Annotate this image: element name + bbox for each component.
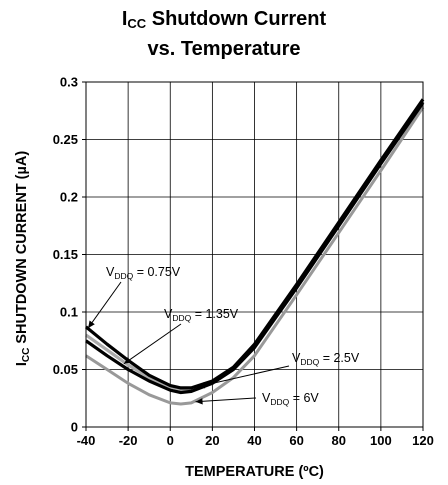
- annotation-label: VDDQ = 1.35V: [164, 307, 239, 323]
- x-tick-label: 100: [370, 433, 392, 448]
- y-axis-title-rest: SHUTDOWN CURRENT (µA): [14, 151, 30, 348]
- x-tick-label: -20: [119, 433, 138, 448]
- annotation-arrowhead: [197, 382, 206, 389]
- annotation-label: VDDQ = 6V: [262, 391, 319, 407]
- chart-title-line-1: ICC Shutdown Current: [0, 6, 448, 34]
- annotation-arrowhead: [123, 357, 132, 364]
- plot-area: [85, 81, 424, 428]
- chart-title-subscript: CC: [127, 16, 147, 31]
- y-axis-title-i: I: [14, 362, 30, 366]
- x-tick-label: -40: [77, 433, 96, 448]
- annotation-value: = 6V: [289, 391, 319, 405]
- annotation-leader: [195, 397, 257, 403]
- x-tick-label: 80: [332, 433, 346, 448]
- annotation-subscript: DDQ: [300, 357, 319, 367]
- annotation-leader: [87, 281, 122, 329]
- y-axis-title-subscript: CC: [21, 348, 32, 362]
- x-tick-label: 20: [205, 433, 219, 448]
- x-tick-label: 40: [247, 433, 261, 448]
- annotation-subscript: DDQ: [270, 397, 289, 407]
- annotation-value: = 1.35V: [191, 307, 239, 321]
- annotation-subscript: DDQ: [114, 271, 133, 281]
- y-tick-label: 0.3: [60, 75, 78, 90]
- x-tick-label: 120: [412, 433, 434, 448]
- annotation-leader: [197, 365, 290, 388]
- chart-title-rest: Shutdown Current: [146, 8, 327, 30]
- annotation-v: V: [262, 391, 271, 405]
- annotation-value: = 2.5V: [319, 351, 360, 365]
- x-tick-label: 0: [167, 433, 174, 448]
- annotation-label: VDDQ = 2.5V: [292, 351, 360, 367]
- chart-title-i: I: [121, 8, 128, 30]
- annotation-v: V: [106, 265, 115, 279]
- annotation-v: V: [292, 351, 301, 365]
- y-tick-label: 0.15: [53, 247, 78, 262]
- annotation-arrowhead: [195, 398, 203, 405]
- x-tick-label: 60: [289, 433, 303, 448]
- annotation-subscript: DDQ: [172, 313, 191, 323]
- series-line: [85, 106, 425, 406]
- y-tick-label: 0.2: [60, 190, 78, 205]
- y-tick-label: 0.05: [53, 362, 78, 377]
- y-tick-label: 0.1: [60, 305, 78, 320]
- grid: [82, 81, 424, 431]
- chart-title-line-2: vs. Temperature: [147, 38, 301, 60]
- y-tick-label: 0.25: [53, 132, 78, 147]
- y-axis-title: ICC SHUTDOWN CURRENT (µA): [14, 151, 32, 366]
- x-axis-title: TEMPERATURE (ºC): [185, 464, 324, 480]
- annotation-v: V: [164, 307, 173, 321]
- tick-labels: -40 -20 0 20 40 60 80 100 120 0 0.05 0.1 0.15 0.2 0.25…: [53, 75, 434, 449]
- annotation-arrowhead: [88, 320, 95, 329]
- annotation-label: VDDQ = 0.75V: [106, 265, 181, 281]
- y-tick-label: 0: [71, 420, 78, 435]
- annotation-leader: [123, 323, 182, 365]
- annotation-value: = 0.75V: [133, 265, 181, 279]
